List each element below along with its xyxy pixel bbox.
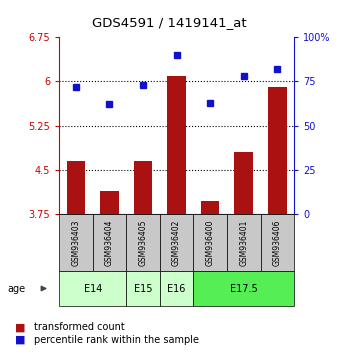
Text: GSM936405: GSM936405 [139, 219, 148, 266]
Text: percentile rank within the sample: percentile rank within the sample [34, 335, 199, 345]
Bar [100, 190, 119, 214]
Text: E14: E14 [83, 284, 102, 293]
Text: transformed count: transformed count [34, 322, 124, 332]
Text: age: age [7, 284, 26, 293]
Bar [201, 201, 219, 214]
Text: GSM936403: GSM936403 [71, 219, 80, 266]
Bar [134, 161, 152, 214]
Text: GSM936400: GSM936400 [206, 219, 215, 266]
Text: GSM936402: GSM936402 [172, 219, 181, 266]
Bar [67, 161, 85, 214]
Text: E17.5: E17.5 [230, 284, 258, 293]
Text: ■: ■ [15, 335, 26, 345]
Text: GDS4591 / 1419141_at: GDS4591 / 1419141_at [92, 16, 246, 29]
Text: E16: E16 [167, 284, 186, 293]
Text: GSM936401: GSM936401 [239, 219, 248, 266]
Bar [235, 152, 253, 214]
Bar [268, 87, 287, 214]
Text: GSM936404: GSM936404 [105, 219, 114, 266]
Bar [167, 75, 186, 214]
Text: GSM936406: GSM936406 [273, 219, 282, 266]
Text: E15: E15 [134, 284, 152, 293]
Text: ■: ■ [15, 322, 26, 332]
